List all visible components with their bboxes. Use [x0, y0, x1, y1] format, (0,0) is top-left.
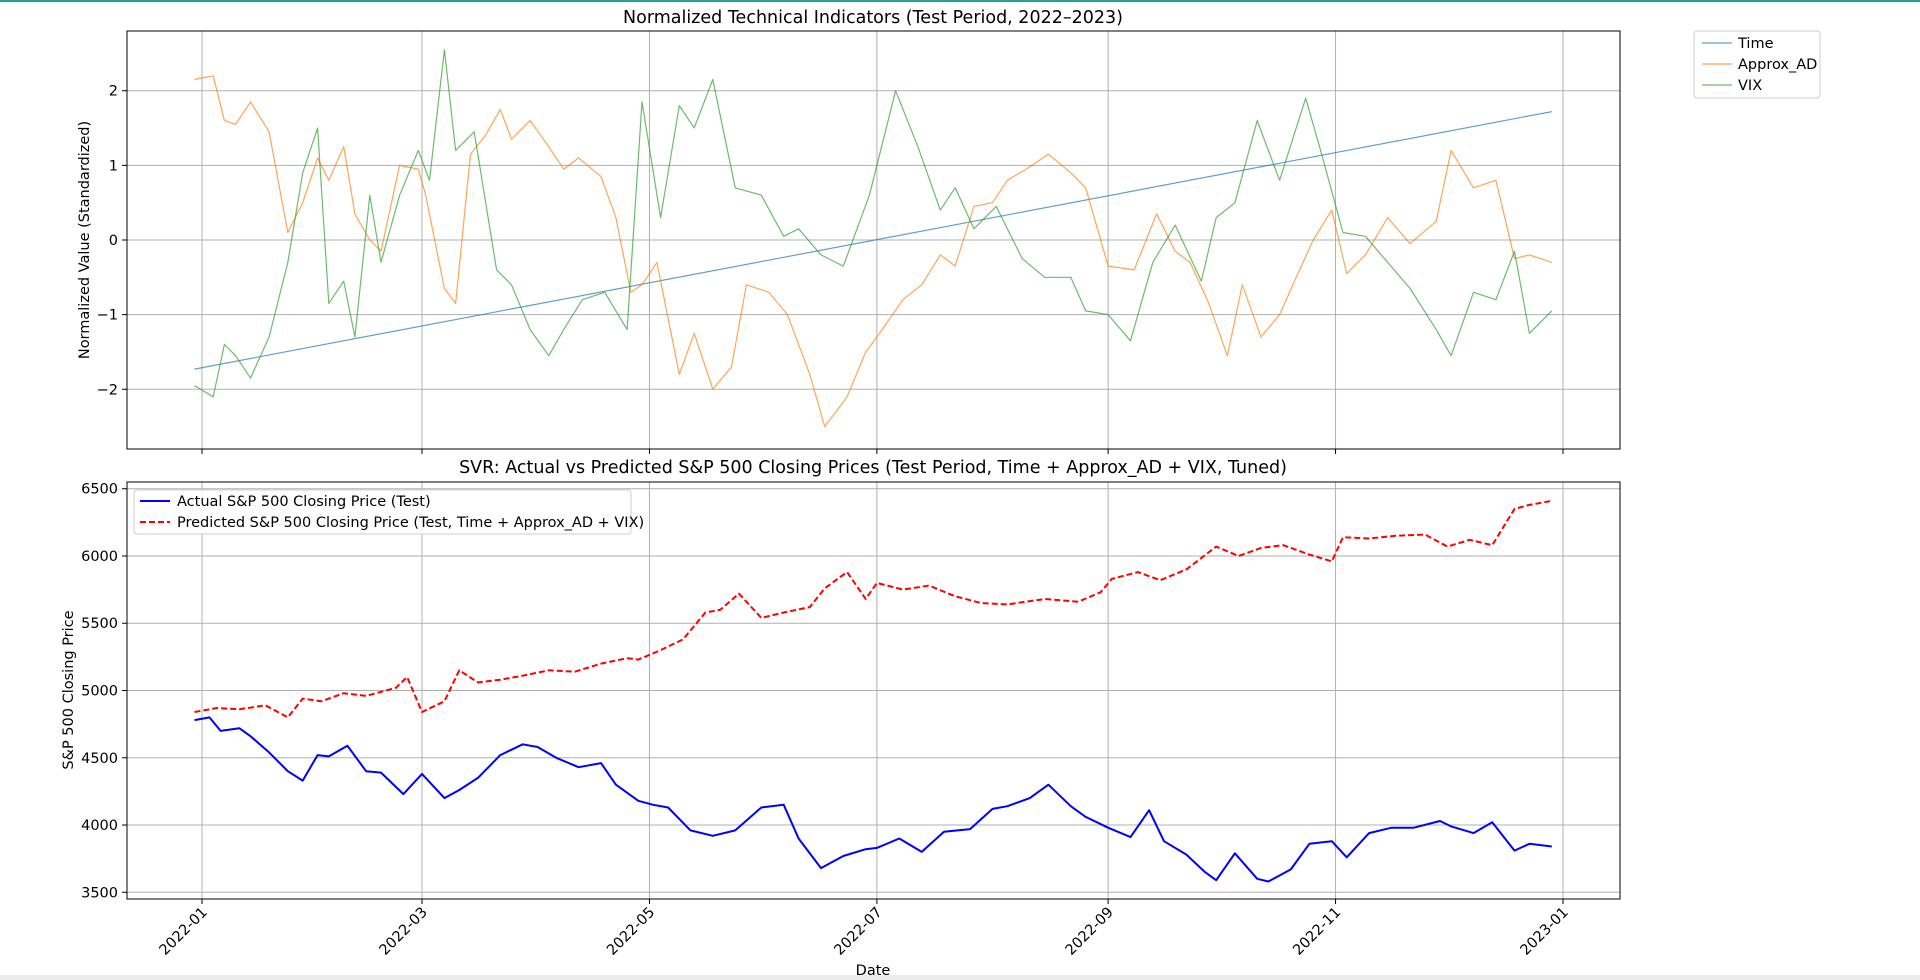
y-tick-label: 4000 — [81, 818, 118, 834]
y-tick-label: 3500 — [81, 885, 118, 901]
indicators-legend: Time Approx_AD VIX — [1693, 30, 1821, 99]
indicators-ylabel: Normalized Value (Standardized) — [77, 121, 93, 359]
y-tick-label: 4500 — [81, 751, 118, 767]
y-tick-label: 5500 — [81, 616, 118, 632]
svr-legend: Actual S&P 500 Closing Price (Test) Pred… — [133, 489, 644, 535]
x-tick-label: 2022-09 — [1063, 905, 1117, 959]
x-tick-label: 2022-03 — [377, 905, 431, 959]
svr-title: SVR: Actual vs Predicted S&P 500 Closing… — [459, 458, 1287, 478]
indicators-frame — [126, 30, 1621, 450]
series-line-vix — [194, 49, 1553, 398]
legend-approx-ad-label: Approx_AD — [1738, 57, 1817, 73]
x-tick-label: 2022-07 — [832, 905, 886, 959]
svr-panel: SVR: Actual vs Predicted S&P 500 Closing… — [61, 458, 1621, 979]
series-line-approx-ad — [194, 75, 1552, 428]
y-tick-label: 1 — [109, 158, 118, 174]
x-tick-label: 2022-01 — [157, 905, 211, 959]
legend-actual-label: Actual S&P 500 Closing Price (Test) — [177, 494, 431, 510]
top-accent-bar — [0, 0, 1920, 2]
legend-predicted-label: Predicted S&P 500 Closing Price (Test, T… — [177, 515, 644, 531]
y-tick-label: 6000 — [81, 549, 118, 565]
svr-ylabel: S&P 500 Closing Price — [61, 610, 77, 769]
legend-time-label: Time — [1737, 36, 1774, 52]
x-tick-label: 2022-11 — [1290, 905, 1344, 959]
y-tick-label: 0 — [109, 233, 118, 249]
y-tick-label: −2 — [97, 382, 118, 398]
bottom-bar — [0, 975, 1920, 980]
series-line-actual-s-p-500-closing-price-test — [194, 716, 1552, 883]
y-tick-label: 6500 — [81, 482, 118, 498]
svr-frame — [126, 481, 1621, 900]
svr-xlabel: Date — [856, 963, 891, 979]
indicators-panel: Normalized Technical Indicators (Test Pe… — [77, 8, 1621, 454]
y-tick-label: 5000 — [81, 684, 118, 700]
series-line-predicted-s-p-500-closing-price-test-time-approx-ad-vix — [194, 499, 1552, 719]
legend-vix-label: VIX — [1738, 78, 1762, 94]
y-tick-label: 2 — [109, 84, 118, 100]
indicators-title: Normalized Technical Indicators (Test Pe… — [623, 8, 1123, 28]
y-tick-label: −1 — [97, 308, 118, 324]
x-tick-label: 2023-01 — [1518, 905, 1572, 959]
x-tick-label: 2022-05 — [604, 905, 658, 959]
series-line-time — [194, 111, 1552, 370]
